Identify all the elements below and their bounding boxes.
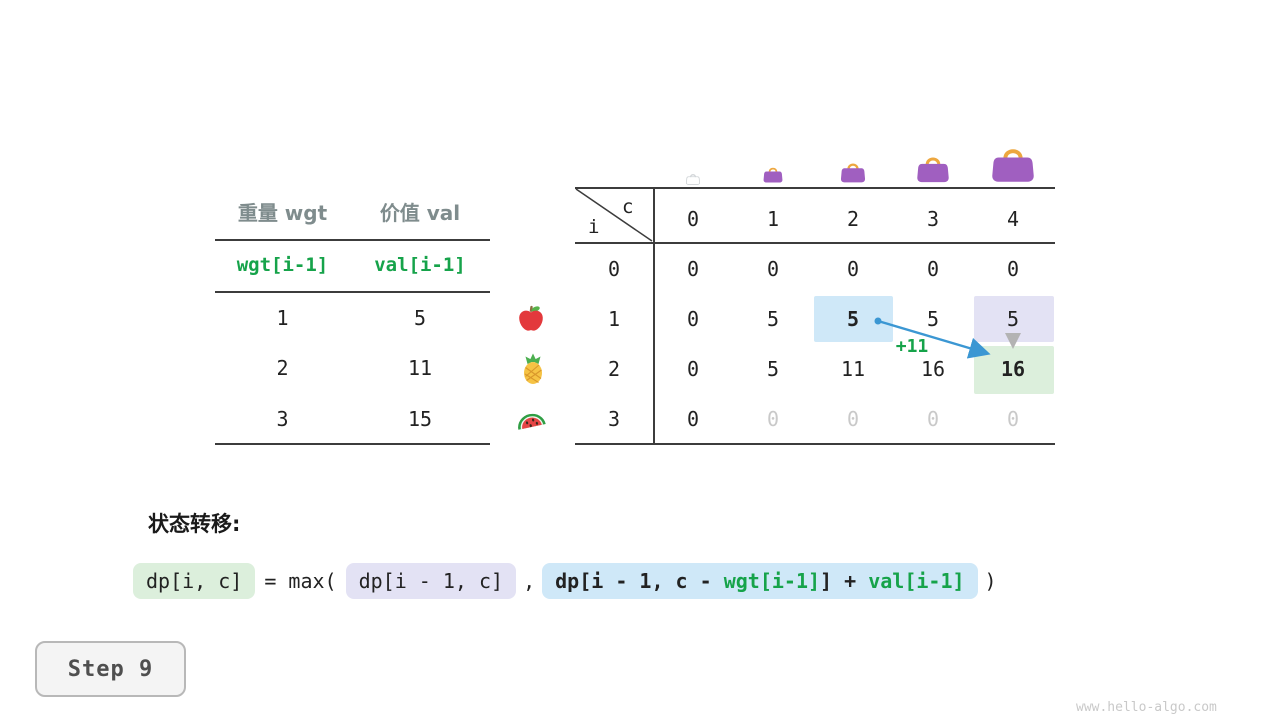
step-badge: Step 9 <box>35 641 186 697</box>
step-badge-label: Step 9 <box>67 656 154 682</box>
dp-cell-2-3: 16 <box>920 357 946 381</box>
dp-cell-1-1: 5 <box>766 307 780 331</box>
dp-cell-0-4: 0 <box>1006 257 1020 281</box>
dp-col-headers: 0 1 2 3 4 <box>653 198 1053 240</box>
dp-table-rule-vertical <box>653 187 655 445</box>
bag-icon-capacity-1 <box>763 165 783 187</box>
dp-cell-1-4: 5 <box>1006 307 1020 331</box>
bag-icon-capacity-4 <box>991 143 1035 187</box>
item-3-value: 15 <box>407 407 433 431</box>
dp-cell-1-2: 5 <box>846 307 860 331</box>
formula-max-operator: = max( <box>264 569 337 593</box>
dp-row-header-0: 0 <box>607 257 621 281</box>
dp-corner-row-var: i <box>588 216 600 238</box>
apple-icon <box>516 303 546 333</box>
state-transition-label: 状态转移: <box>148 512 241 536</box>
dp-row-2: 0 5 11 16 16 <box>653 344 1053 394</box>
item-3-weight: 3 <box>276 407 289 431</box>
formula-arg2-val: val[i-1] <box>868 569 965 593</box>
item-table-index-val: val[i-1] <box>374 254 466 276</box>
item-row-3: 3 15 <box>215 407 490 435</box>
dp-col-header-4: 4 <box>1006 207 1020 231</box>
bag-icon-capacity-2 <box>840 160 866 187</box>
dp-cell-3-0: 0 <box>686 407 700 431</box>
dp-row-1: 0 5 5 5 5 <box>653 294 1053 344</box>
dp-cell-3-3: 0 <box>926 407 940 431</box>
item-table-index-row: wgt[i-1] val[i-1] <box>215 254 490 282</box>
dp-cell-2-2: 11 <box>840 357 866 381</box>
bag-icon-capacity-3 <box>916 153 950 187</box>
dp-cell-2-4: 16 <box>1000 357 1026 381</box>
watermelon-icon <box>515 406 547 438</box>
state-transition-formula: dp[i, c] = max( dp[i - 1, c] , dp[i - 1,… <box>133 558 1004 604</box>
item-table-header-val: 价值 val <box>379 201 461 225</box>
dp-table-rule-bottom <box>575 443 1055 445</box>
dp-table-rule-top <box>575 187 1055 189</box>
item-1-weight: 1 <box>276 306 289 330</box>
formula-comma: , <box>523 569 536 593</box>
arrow-plus-value-label: +11 <box>895 336 929 357</box>
dp-cell-3-4: 0 <box>1006 407 1020 431</box>
formula-arg2-pill: dp[i - 1, c - wgt[i-1]] + val[i-1] <box>542 563 978 599</box>
dp-row-3: 0 0 0 0 0 <box>653 394 1053 444</box>
item-table-rule-mid <box>215 291 490 293</box>
watermark: www.hello-algo.com <box>1076 700 1217 715</box>
dp-col-header-1: 1 <box>766 207 780 231</box>
dp-cell-0-3: 0 <box>926 257 940 281</box>
formula-close-paren: ) <box>984 569 997 593</box>
item-table-rule-bottom <box>215 443 490 445</box>
item-table-index-wgt: wgt[i-1] <box>236 254 329 276</box>
dp-col-header-2: 2 <box>846 207 860 231</box>
dp-cell-2-0: 0 <box>686 357 700 381</box>
formula-lhs-pill: dp[i, c] <box>133 563 256 599</box>
formula-arg1-pill: dp[i - 1, c] <box>345 563 517 599</box>
item-row-1: 1 5 <box>215 306 490 334</box>
item-table-header-wgt: 重量 wgt <box>237 201 328 225</box>
dp-row-0: 0 0 0 0 0 <box>653 244 1053 294</box>
pineapple-icon <box>517 353 549 385</box>
formula-arg2-mid: ] + <box>820 569 869 593</box>
formula-arg2-wgt: wgt[i-1] <box>723 569 821 593</box>
dp-row-header-3: 3 <box>607 407 621 431</box>
dp-col-header-3: 3 <box>926 207 940 231</box>
formula-arg2-prefix: dp[i - 1, c - <box>555 569 724 593</box>
item-1-value: 5 <box>413 306 427 330</box>
dp-col-header-0: 0 <box>686 207 700 231</box>
dp-cell-2-1: 5 <box>766 357 780 381</box>
dp-cell-3-1: 0 <box>766 407 780 431</box>
dp-cell-3-2: 0 <box>846 407 860 431</box>
dp-corner-col-var: c <box>622 196 634 218</box>
dp-cell-0-1: 0 <box>766 257 780 281</box>
dp-row-header-2: 2 <box>607 357 621 381</box>
dp-cell-1-0: 0 <box>686 307 700 331</box>
item-table-header: 重量 wgt 价值 val <box>215 197 490 227</box>
dp-cell-0-0: 0 <box>686 257 700 281</box>
item-2-weight: 2 <box>276 356 289 380</box>
dp-table-rule-header <box>575 242 1055 244</box>
bag-icon-capacity-0 <box>685 170 701 189</box>
dp-row-header-1: 1 <box>607 307 621 331</box>
item-row-2: 2 11 <box>215 356 490 384</box>
item-2-value: 11 <box>407 356 433 380</box>
dp-cell-0-2: 0 <box>846 257 860 281</box>
item-table-rule-top <box>215 239 490 241</box>
